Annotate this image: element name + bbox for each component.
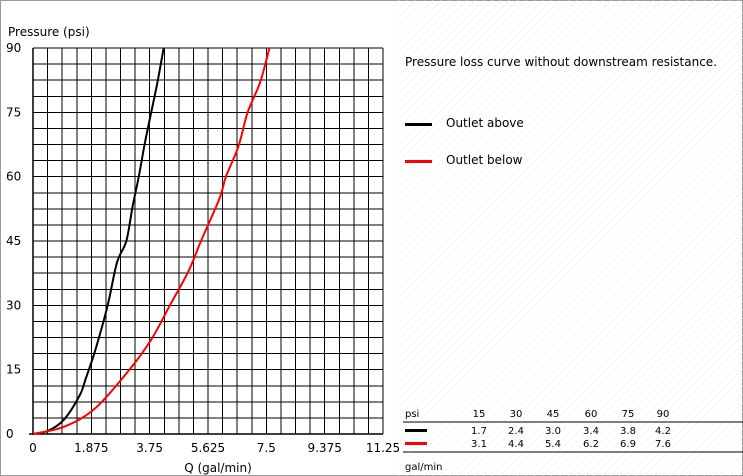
table-flow-value: 6.2: [583, 439, 599, 450]
grid-lines: [29, 47, 384, 435]
table-row-swatch: [405, 429, 427, 432]
x-tick-label: 7.5: [257, 441, 276, 455]
x-tick-label: 0: [29, 441, 37, 455]
y-tick-label: 60: [6, 170, 21, 184]
table-psi-value: 30: [510, 409, 523, 420]
table-flow-value: 2.4: [508, 426, 524, 437]
table-header-unit: psi: [405, 409, 419, 420]
table-psi-value: 45: [547, 409, 560, 420]
y-tick-label: 90: [6, 41, 21, 55]
table-flow-value: 3.0: [545, 426, 561, 437]
chart-note: Pressure loss curve without downstream r…: [405, 55, 718, 69]
x-tick-label: 1.875: [74, 441, 108, 455]
table-flow-value: 4.2: [655, 426, 671, 437]
series-layer: [32, 47, 271, 435]
table-psi-value: 15: [473, 409, 486, 420]
table-footer-unit: gal/min: [405, 462, 442, 473]
table-psi-value: 75: [622, 409, 635, 420]
table-flow-value: 3.1: [471, 439, 487, 450]
table-flow-value: 6.9: [620, 439, 636, 450]
y-tick-label: 75: [6, 105, 21, 119]
y-tick-label: 15: [6, 363, 21, 377]
legend-label: Outlet below: [446, 153, 523, 167]
legend-swatch-red: [405, 160, 432, 163]
series-line-outlet-below: [32, 47, 271, 435]
table-psi-value: 60: [585, 409, 598, 420]
x-tick-label: 3.75: [136, 441, 163, 455]
table-row-swatch: [405, 442, 427, 445]
series-line-outlet-above: [32, 47, 165, 435]
x-axis-title: Q (gal/min): [184, 461, 252, 475]
table-flow-value: 3.8: [620, 426, 636, 437]
legend-label: Outlet above: [446, 116, 524, 130]
legend-swatch-black: [405, 123, 432, 126]
x-tick-label: 5.625: [191, 441, 225, 455]
x-tick-label: 9.375: [307, 441, 341, 455]
y-tick-label: 45: [6, 234, 21, 248]
y-axis-title: Pressure (psi): [8, 25, 90, 39]
y-tick-label: 0: [6, 427, 14, 441]
table-flow-value: 3.4: [583, 426, 599, 437]
x-tick-label: 11.25: [366, 441, 400, 455]
table-flow-value: 4.4: [508, 439, 524, 450]
table-flow-value: 5.4: [545, 439, 561, 450]
y-tick-label: 30: [6, 298, 21, 312]
table-flow-value: 1.7: [471, 426, 487, 437]
table-flow-value: 7.6: [655, 439, 671, 450]
table-psi-value: 90: [657, 409, 670, 420]
pressure-flow-table: psi 15 30 45 60 75 90 1.7 2.4 3.0 3.4 3.8 4.2 3.1 4.4 5…: [403, 409, 743, 473]
axis-labels: 0 15 30 45 60 75 90 0 1.875 3.75 5.625 7.5 9.375 11.2…: [6, 25, 400, 475]
